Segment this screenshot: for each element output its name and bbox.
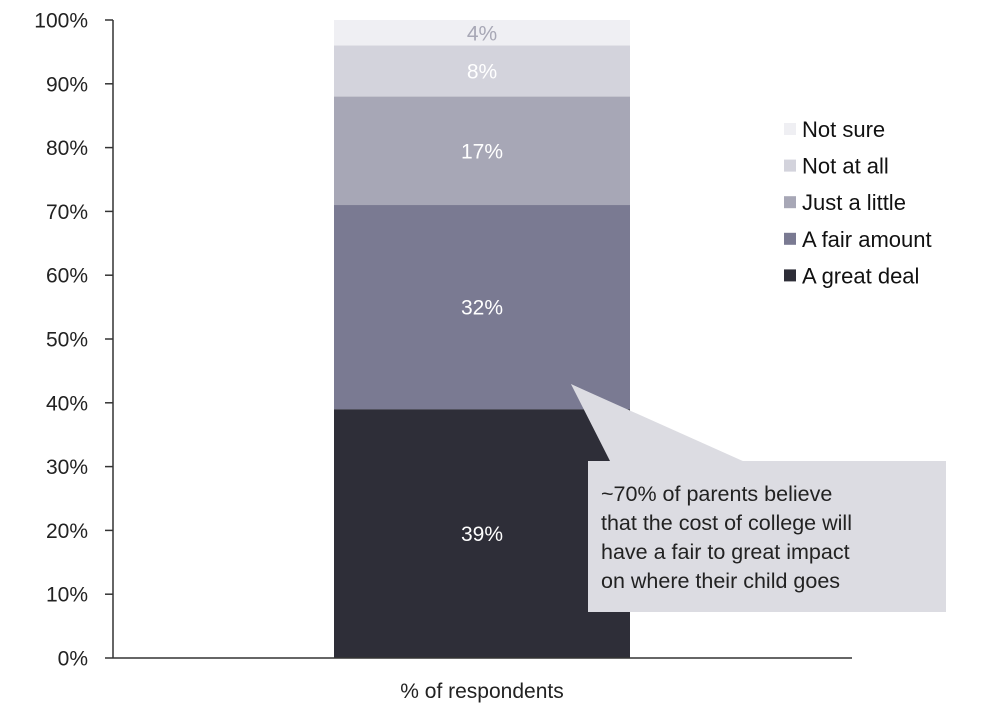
y-tick-labels: 0% 10% 20% 30% 40% 50% 60% 70% 80% 90% 100% <box>34 10 113 671</box>
y-tick-label: 20% <box>46 520 88 543</box>
data-label: 39% <box>461 523 503 546</box>
legend-item: Just a little <box>784 190 906 215</box>
y-axis: 0% 10% 20% 30% 40% 50% 60% 70% 80% 90% 100% <box>34 10 114 671</box>
bar-segment-a-fair-amount <box>334 205 630 410</box>
bar-segment-not-sure <box>334 20 630 46</box>
legend: Not sure Not at all Just a little A fair am… <box>784 117 932 288</box>
y-tick-label: 10% <box>46 584 88 607</box>
legend-label: A fair amount <box>802 227 932 252</box>
legend-label: Not at all <box>802 154 889 179</box>
legend-swatch <box>784 159 796 172</box>
y-tick-label: 70% <box>46 201 88 224</box>
legend-label: Just a little <box>802 190 906 215</box>
y-tick-label: 40% <box>46 392 88 415</box>
y-tick-label: 0% <box>58 648 88 671</box>
bar-segment-a-great-deal <box>334 409 630 658</box>
legend-item: A fair amount <box>784 227 932 252</box>
callout-line: that the cost of college will <box>601 511 852 535</box>
x-category-label: % of respondents <box>400 680 563 703</box>
callout-box <box>588 461 946 612</box>
legend-swatch <box>784 269 796 282</box>
x-axis: % of respondents <box>113 657 852 703</box>
data-label: 8% <box>467 61 497 84</box>
y-tick-label: 90% <box>46 73 88 96</box>
callout-line: on where their child goes <box>601 569 840 593</box>
legend-item: A great deal <box>784 263 919 288</box>
data-label: 32% <box>461 297 503 320</box>
bar-segment-just-a-little <box>334 96 630 206</box>
data-label: 17% <box>461 140 503 163</box>
callout-annotation: ~70% of parents believe that the cost of … <box>571 384 946 612</box>
legend-label: Not sure <box>802 117 885 142</box>
legend-swatch <box>784 196 796 209</box>
y-tick-label: 100% <box>34 10 88 33</box>
bar-segment-not-at-all <box>334 45 630 97</box>
y-tick-label: 50% <box>46 329 88 352</box>
legend-swatch <box>784 123 796 135</box>
callout-line: have a fair to great impact <box>601 540 850 564</box>
legend-label: A great deal <box>802 263 919 288</box>
y-tick-label: 30% <box>46 456 88 479</box>
callout-line: ~70% of parents believe <box>601 482 832 506</box>
y-tick-label: 60% <box>46 265 88 288</box>
stacked-bar: 39% 32% 17% 8% 4% <box>334 20 630 658</box>
data-label: 4% <box>467 22 497 45</box>
callout-pointer-tail <box>571 384 745 462</box>
legend-swatch <box>784 232 796 245</box>
y-tick-label: 80% <box>46 137 88 160</box>
legend-item: Not at all <box>784 154 889 179</box>
legend-item: Not sure <box>784 117 885 142</box>
